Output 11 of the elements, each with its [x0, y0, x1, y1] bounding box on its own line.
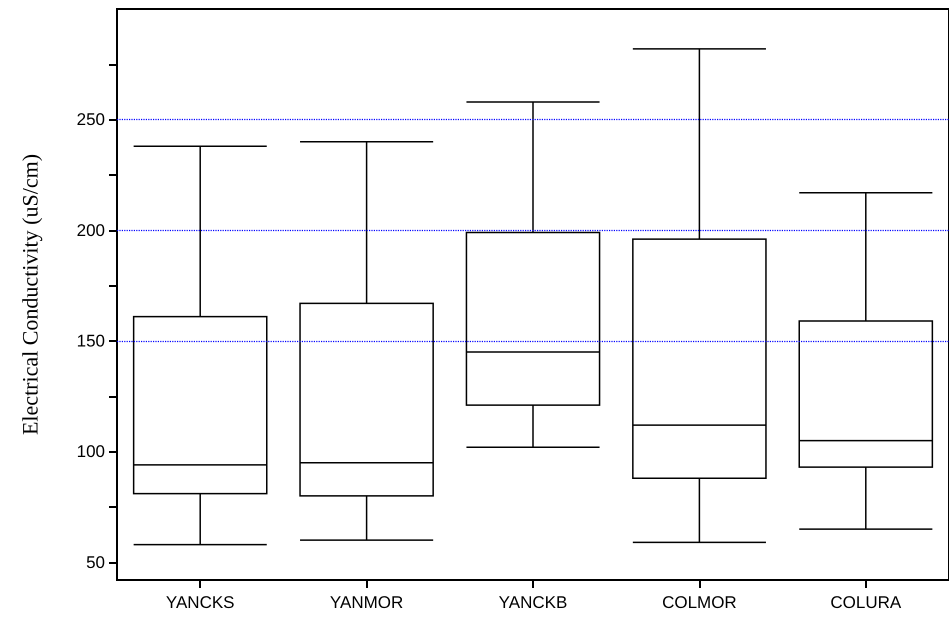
- y-axis-title: Electrical Conductivity (uS/cm): [18, 154, 42, 436]
- x-tick-label: YANMOR: [330, 593, 404, 612]
- y-tick-label: 200: [76, 220, 105, 240]
- x-tick-label: COLURA: [830, 593, 902, 612]
- x-tick-label: YANCKB: [498, 593, 568, 612]
- y-tick-label: 100: [76, 442, 105, 462]
- x-tick-label: COLMOR: [662, 593, 737, 612]
- y-tick-label: 150: [76, 331, 105, 350]
- y-tick-label: 50: [86, 552, 105, 572]
- y-tick-label: 250: [76, 110, 105, 130]
- x-tick-label: YANCKS: [166, 593, 235, 612]
